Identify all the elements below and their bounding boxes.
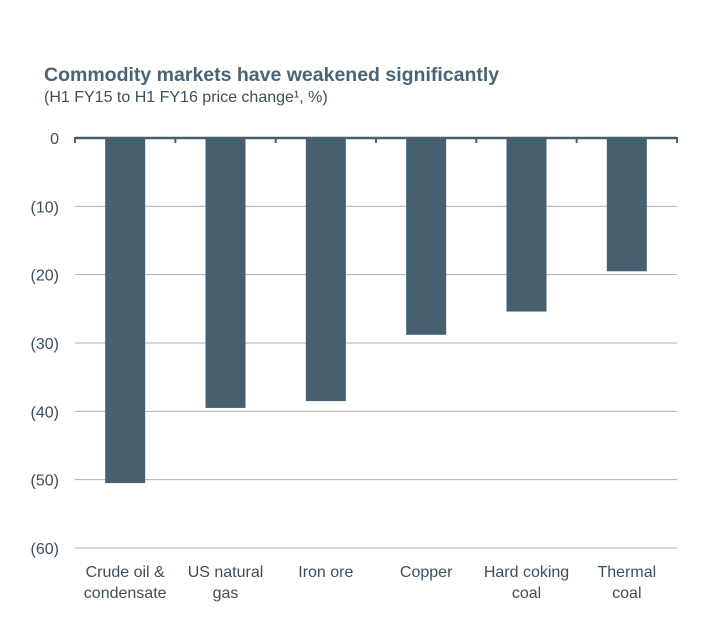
y-tick-label: (50) (31, 473, 59, 490)
category-label-line: coal (512, 585, 541, 602)
bar (105, 138, 146, 484)
y-axis-labels: 0 (10) (20) (30) (40) (50) (60) (31, 131, 60, 558)
category-label: Thermal coal (597, 564, 656, 602)
category-label: Crude oil & condensate (84, 564, 167, 602)
y-tick-label: (40) (31, 404, 59, 421)
bar (205, 138, 246, 408)
bar (506, 138, 547, 312)
bars (105, 138, 647, 484)
x-axis (74, 136, 678, 143)
chart-subtitle: (H1 FY15 to H1 FY16 price change¹, %) (44, 89, 328, 106)
y-tick-label: (30) (31, 336, 59, 353)
category-label: Iron ore (298, 564, 353, 581)
category-label-line: Crude oil & (86, 564, 165, 581)
y-tick-label: (60) (31, 541, 59, 558)
category-label: Hard coking coal (484, 564, 569, 602)
bar (406, 138, 447, 335)
category-labels: Crude oil & condensate US natural gas Iron o… (84, 564, 656, 602)
category-label: US natural gas (188, 564, 264, 602)
category-label-line: Thermal (597, 564, 656, 581)
category-label: Copper (400, 564, 453, 581)
category-label-line: Hard coking (484, 564, 569, 581)
y-tick-label: (10) (31, 199, 59, 216)
category-label-line: US natural (188, 564, 264, 581)
chart-title: Commodity markets have weakened signific… (44, 64, 500, 86)
category-label-line: condensate (84, 585, 167, 602)
category-label-line: Iron ore (298, 564, 353, 581)
bar (305, 138, 346, 402)
y-tick-label: 0 (50, 131, 59, 148)
y-tick-label: (20) (31, 268, 59, 285)
category-label-line: coal (612, 585, 641, 602)
category-label-line: Copper (400, 564, 453, 581)
gridlines (75, 205, 677, 549)
category-label-line: gas (213, 585, 239, 602)
bar (606, 138, 647, 272)
